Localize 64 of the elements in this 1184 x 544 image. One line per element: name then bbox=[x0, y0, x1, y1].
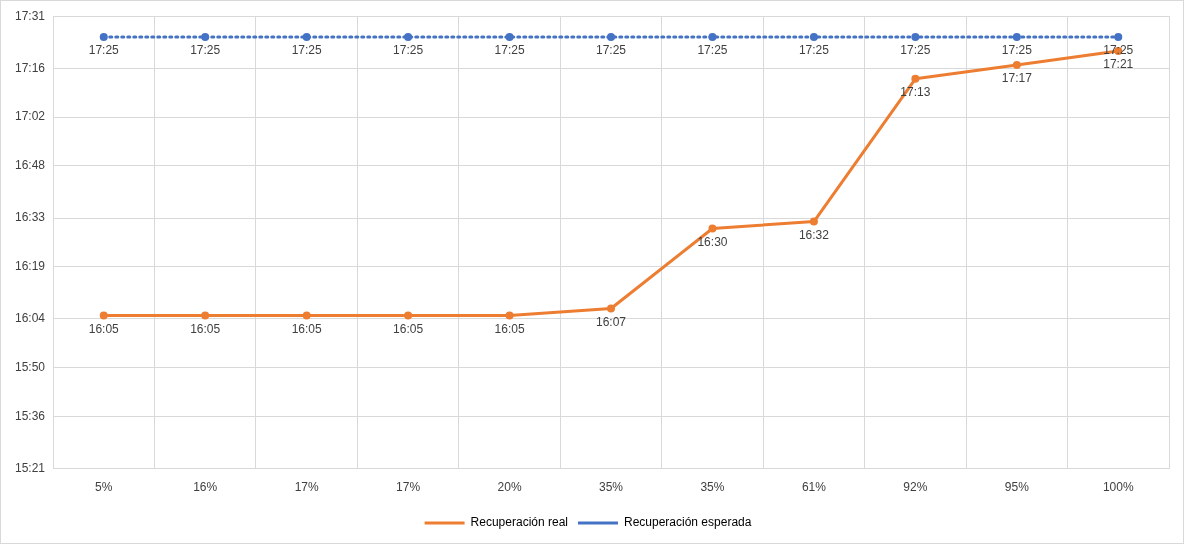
data-label: 16:05 bbox=[190, 321, 221, 336]
y-tick-label: 17:31 bbox=[15, 8, 46, 23]
data-label: 17:17 bbox=[1001, 71, 1033, 86]
point bbox=[404, 33, 413, 42]
x-tick-label: 95% bbox=[1004, 480, 1030, 495]
point bbox=[809, 33, 818, 42]
y-tick-label: 17:16 bbox=[15, 60, 46, 75]
point bbox=[1012, 60, 1021, 69]
data-label: 17:25 bbox=[393, 43, 424, 58]
data-label: 16:05 bbox=[494, 321, 525, 336]
x-tick-label: 35% bbox=[700, 480, 725, 495]
y-tick-label: 16:19 bbox=[15, 259, 46, 274]
data-label: 17:25 bbox=[190, 43, 221, 58]
legend-label: Recuperación esperada bbox=[623, 515, 752, 530]
point bbox=[607, 33, 616, 42]
y-tick-label: 15:21 bbox=[15, 460, 46, 475]
point bbox=[201, 311, 210, 320]
x-tick-label: 17% bbox=[294, 480, 319, 495]
y-tick-label: 16:33 bbox=[15, 210, 46, 225]
x-tick-label: 61% bbox=[801, 480, 827, 495]
x-tick-label: 16% bbox=[193, 480, 218, 495]
y-tick-label: 17:02 bbox=[15, 109, 46, 124]
y-tick-label: 15:36 bbox=[15, 408, 46, 423]
point bbox=[911, 74, 920, 83]
point bbox=[809, 217, 818, 226]
data-label: 17:25 bbox=[494, 43, 525, 58]
data-label: 17:25 bbox=[697, 43, 728, 58]
data-label: 16:05 bbox=[88, 321, 120, 336]
point bbox=[911, 33, 920, 42]
point bbox=[99, 311, 108, 320]
point bbox=[302, 311, 311, 320]
point bbox=[1012, 33, 1021, 42]
point bbox=[607, 304, 616, 313]
point bbox=[302, 33, 311, 42]
point bbox=[708, 33, 717, 42]
data-label: 16:05 bbox=[393, 321, 424, 336]
point bbox=[505, 311, 514, 320]
data-label: 17:25 bbox=[900, 43, 931, 58]
point bbox=[708, 224, 717, 233]
data-label: 17:25 bbox=[596, 43, 627, 58]
point bbox=[404, 311, 413, 320]
data-label: 16:30 bbox=[697, 234, 728, 249]
point bbox=[99, 33, 108, 42]
data-label: 17:25 bbox=[798, 43, 830, 58]
x-tick-label: 5% bbox=[95, 480, 113, 495]
data-label: 17:25 bbox=[291, 43, 322, 58]
data-label: 17:25 bbox=[1001, 43, 1033, 58]
y-tick-label: 16:48 bbox=[15, 158, 46, 173]
x-tick-label: 92% bbox=[903, 480, 928, 495]
x-tick-label: 100% bbox=[1102, 480, 1134, 495]
point bbox=[1114, 33, 1123, 42]
x-tick-label: 35% bbox=[599, 480, 624, 495]
data-label: 17:21 bbox=[1103, 57, 1134, 72]
x-tick-label: 20% bbox=[497, 480, 522, 495]
point bbox=[505, 33, 514, 42]
y-tick-label: 15:50 bbox=[15, 360, 46, 374]
point bbox=[201, 33, 210, 42]
data-label: 16:05 bbox=[291, 321, 322, 336]
data-label: 16:32 bbox=[798, 227, 830, 242]
x-tick-label: 17% bbox=[396, 480, 421, 495]
y-tick-label: 16:04 bbox=[15, 311, 46, 326]
data-label: 17:25 bbox=[88, 43, 120, 58]
legend-label: Recuperación real bbox=[470, 515, 568, 530]
data-label: 16:07 bbox=[596, 314, 627, 329]
